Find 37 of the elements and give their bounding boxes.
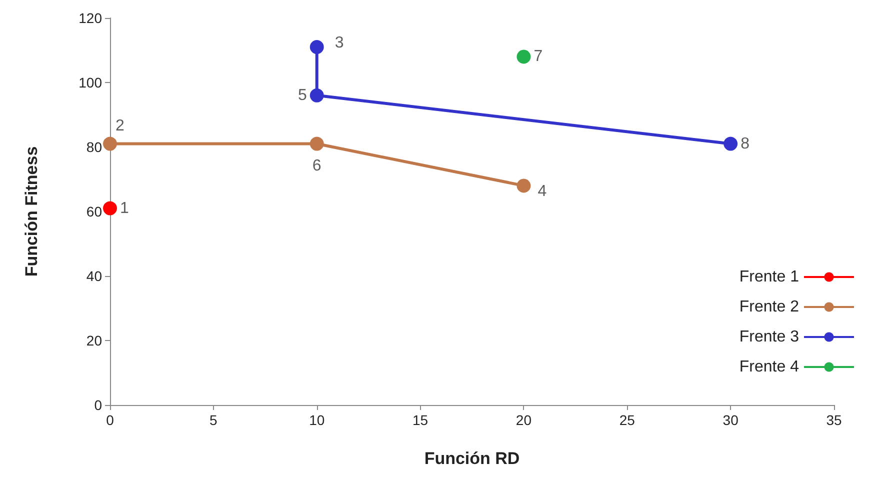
legend-label: Frente 4 — [739, 358, 800, 376]
annotation: 6 — [312, 157, 322, 174]
annotation: 4 — [538, 183, 547, 200]
x-tick-label: 5 — [210, 412, 218, 428]
point — [310, 136, 324, 151]
annotation: 1 — [120, 200, 129, 217]
x-tick-label: 0 — [106, 412, 114, 428]
y-tick-label: 40 — [86, 268, 102, 284]
x-axis-title: Función RD — [424, 449, 520, 468]
point — [310, 88, 324, 102]
x-tick-label: 20 — [516, 412, 532, 428]
x-tick-label: 10 — [309, 412, 325, 428]
y-tick-label: 120 — [78, 10, 102, 26]
annotation: 3 — [334, 34, 344, 52]
point — [724, 136, 738, 151]
point — [103, 136, 117, 151]
y-tick-label: 20 — [86, 332, 102, 348]
legend-label: Frente 2 — [739, 298, 800, 316]
x-tick-label: 25 — [619, 412, 636, 428]
annotation: 2 — [116, 117, 125, 134]
legend-label: Frente 3 — [739, 328, 800, 346]
annotation: 7 — [534, 48, 543, 66]
y-tick-label: 80 — [86, 139, 102, 155]
annotation: 8 — [740, 135, 750, 152]
legend-label: Frente 1 — [739, 268, 800, 286]
annotation: 5 — [298, 86, 307, 104]
point — [516, 178, 531, 193]
x-tick-label: 35 — [826, 412, 842, 428]
x-tick-label: 15 — [412, 412, 428, 428]
point — [516, 50, 531, 64]
y-tick-label: 60 — [86, 204, 102, 220]
y-tick-label: 100 — [78, 74, 102, 90]
point — [310, 40, 324, 54]
y-tick-label: 0 — [94, 397, 102, 413]
point — [103, 201, 117, 216]
y-axis-title: Función Fitness — [22, 146, 41, 277]
x-tick-label: 30 — [722, 412, 739, 428]
